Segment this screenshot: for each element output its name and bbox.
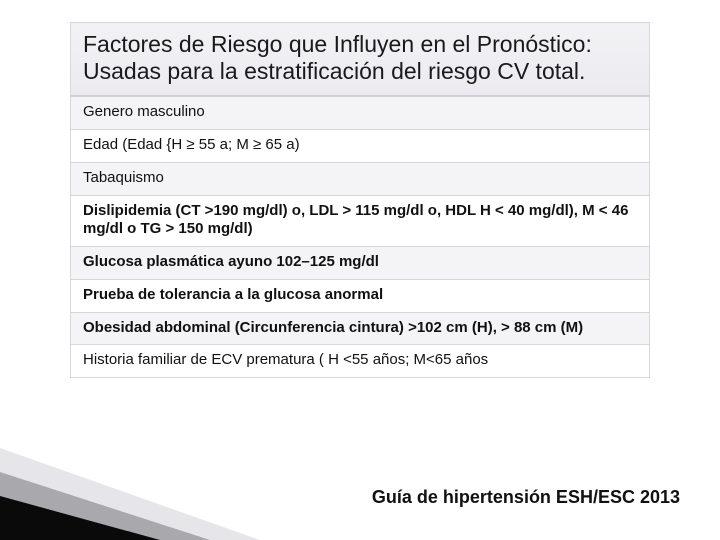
- table-cell: Glucosa plasmática ayuno 102–125 mg/dl: [71, 247, 650, 280]
- table-cell: Edad (Edad {H ≥ 55 a; M ≥ 65 a): [71, 130, 650, 163]
- table-row: Dislipidemia (CT >190 mg/dl) o, LDL > 11…: [71, 195, 650, 247]
- footer-citation: Guía de hipertensión ESH/ESC 2013: [372, 487, 680, 508]
- corner-wedge: [0, 430, 260, 540]
- table-cell: Obesidad abdominal (Circunferencia cintu…: [71, 312, 650, 345]
- table-header-row: Factores de Riesgo que Influyen en el Pr…: [71, 23, 650, 97]
- table-row: Prueba de tolerancia a la glucosa anorma…: [71, 279, 650, 312]
- table-cell: Genero masculino: [71, 96, 650, 129]
- table-cell: Tabaquismo: [71, 162, 650, 195]
- table-cell: Dislipidemia (CT >190 mg/dl) o, LDL > 11…: [71, 195, 650, 247]
- table-row: Genero masculino: [71, 96, 650, 129]
- table-row: Obesidad abdominal (Circunferencia cintu…: [71, 312, 650, 345]
- slide: Factores de Riesgo que Influyen en el Pr…: [0, 0, 720, 540]
- table-header: Factores de Riesgo que Influyen en el Pr…: [71, 23, 650, 97]
- risk-factors-table: Factores de Riesgo que Influyen en el Pr…: [70, 22, 650, 378]
- table-cell: Prueba de tolerancia a la glucosa anorma…: [71, 279, 650, 312]
- table-row: Edad (Edad {H ≥ 55 a; M ≥ 65 a): [71, 130, 650, 163]
- table-row: Tabaquismo: [71, 162, 650, 195]
- table-cell: Historia familiar de ECV prematura ( H <…: [71, 345, 650, 378]
- table-row: Historia familiar de ECV prematura ( H <…: [71, 345, 650, 378]
- table-row: Glucosa plasmática ayuno 102–125 mg/dl: [71, 247, 650, 280]
